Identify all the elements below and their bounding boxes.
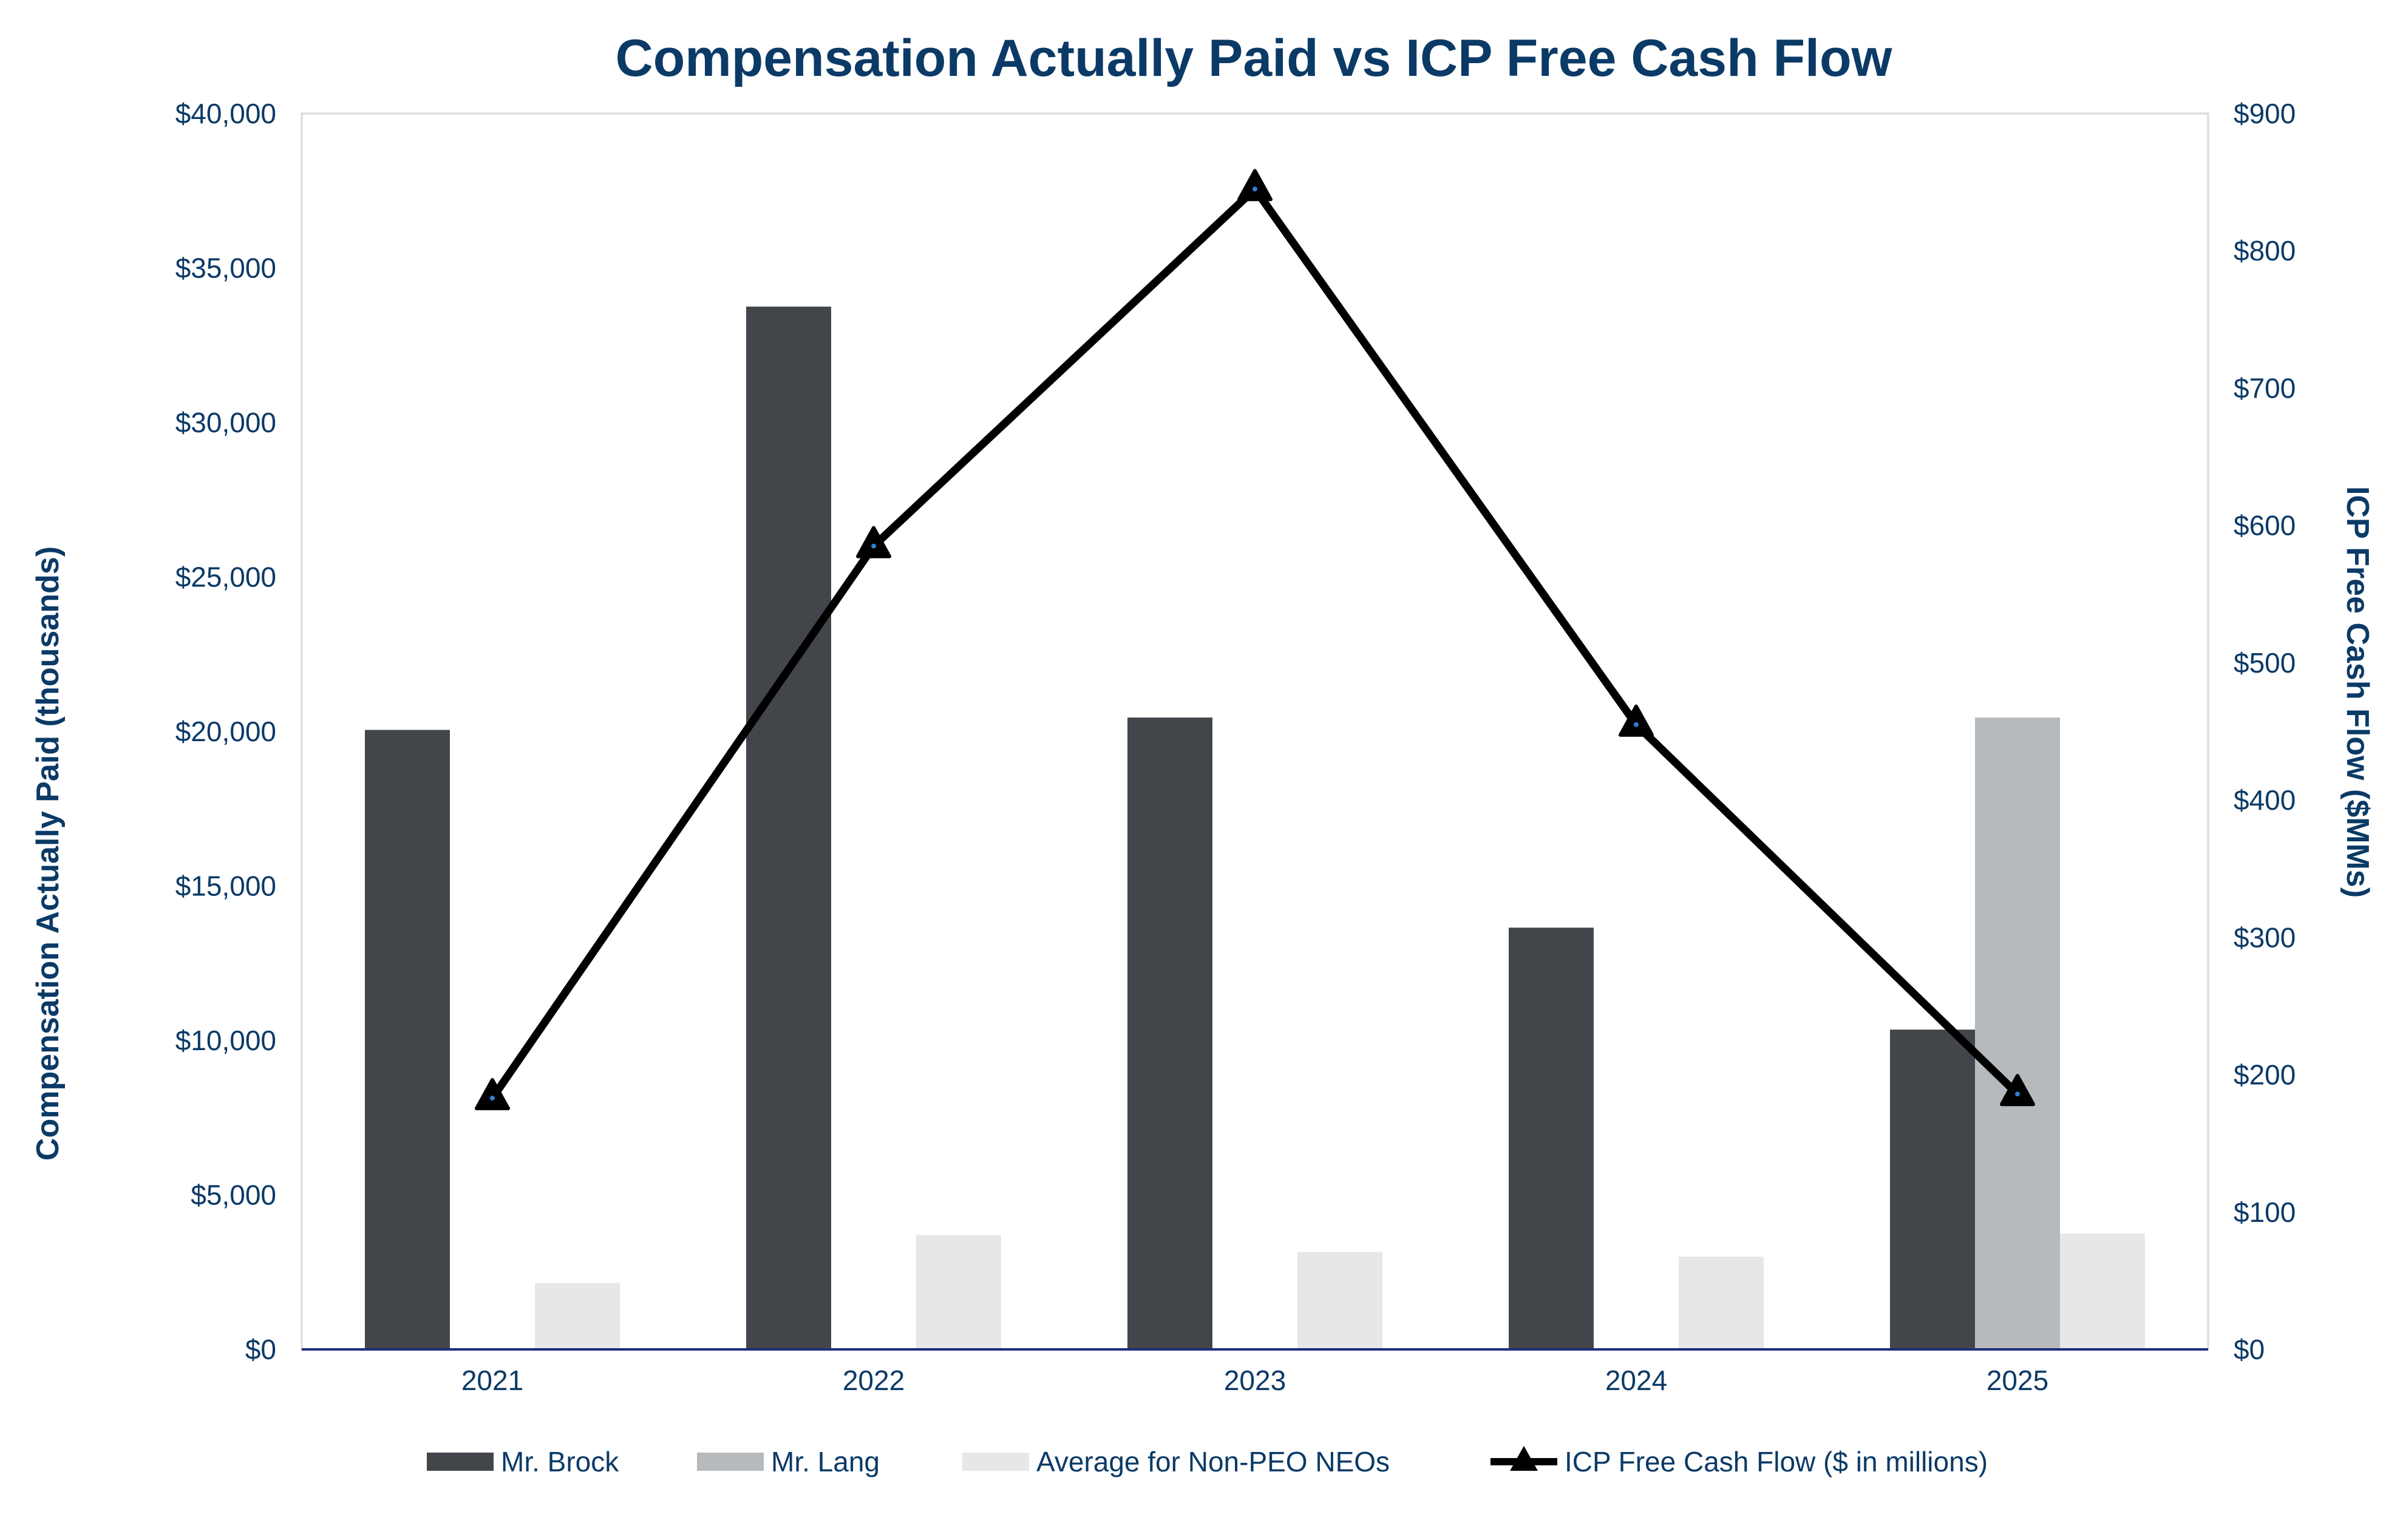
y-tick-label: $30,000 — [175, 407, 276, 438]
y2-tick-label: $400 — [2234, 784, 2296, 816]
line-point-dot — [1252, 186, 1257, 192]
y-axis-right: $0 $100 $200 $300 $400 $500 $600 $700 $800 $900 — [2234, 98, 2296, 1365]
bar-series — [365, 307, 2145, 1349]
y2-tick-label: $200 — [2234, 1059, 2296, 1091]
bar — [365, 730, 450, 1349]
line-point-marker — [1237, 169, 1273, 202]
y-tick-label: $10,000 — [175, 1025, 276, 1056]
line-point-dot — [490, 1096, 495, 1101]
y2-tick-label: $800 — [2234, 235, 2296, 266]
line-point-dot — [871, 543, 876, 549]
line-point-marker — [1619, 704, 1654, 737]
x-tick-label: 2025 — [1987, 1365, 2048, 1396]
line-point-marker — [2000, 1074, 2035, 1107]
legend-swatch — [697, 1453, 764, 1471]
line-point-marker — [856, 526, 891, 558]
y2-tick-label: $600 — [2234, 510, 2296, 541]
y2-tick-label: $700 — [2234, 372, 2296, 404]
legend-label: Mr. Brock — [501, 1446, 619, 1477]
y-tick-label: $0 — [245, 1334, 276, 1365]
y-axis-left: $0 $5,000 $10,000 $15,000 $20,000 $25,000 $30,… — [175, 98, 276, 1365]
line-series — [475, 169, 2035, 1111]
bar — [2060, 1233, 2145, 1349]
line-point-dot — [1634, 722, 1639, 727]
bar — [1679, 1257, 1764, 1349]
y2-tick-label: $900 — [2234, 98, 2296, 129]
line-point-dot — [2015, 1091, 2020, 1097]
legend-swatch — [427, 1453, 494, 1471]
bar — [746, 307, 831, 1349]
x-tick-label: 2021 — [461, 1365, 523, 1396]
y-tick-label: $20,000 — [175, 716, 276, 747]
bar — [1127, 717, 1212, 1349]
y2-tick-label: $0 — [2234, 1334, 2265, 1365]
legend-label: Mr. Lang — [771, 1446, 880, 1477]
y-tick-label: $15,000 — [175, 870, 276, 902]
legend-label: ICP Free Cash Flow ($ in millions) — [1565, 1446, 1988, 1477]
bar — [916, 1235, 1001, 1349]
y2-axis-title: ICP Free Cash Flow ($MMs) — [2340, 486, 2375, 898]
bar — [535, 1283, 620, 1349]
y2-tick-label: $300 — [2234, 921, 2296, 953]
legend-marker — [1510, 1446, 1538, 1471]
line-series-path — [489, 185, 2021, 1101]
line-point-marker — [475, 1078, 510, 1111]
x-tick-label: 2022 — [843, 1365, 905, 1396]
y-tick-label: $40,000 — [175, 98, 276, 129]
chart-title: Compensation Actually Paid vs ICP Free C… — [616, 29, 1893, 87]
bar — [1297, 1252, 1382, 1349]
y-tick-label: $35,000 — [175, 253, 276, 284]
bar — [1890, 1029, 1975, 1349]
y-tick-label: $5,000 — [191, 1179, 276, 1211]
y-axis-title: Compensation Actually Paid (thousands) — [30, 546, 66, 1161]
y-tick-label: $25,000 — [175, 561, 276, 593]
x-axis: 2021 2022 2023 2024 2025 — [461, 1365, 2048, 1396]
bar — [1975, 717, 2060, 1349]
y2-tick-label: $100 — [2234, 1196, 2296, 1228]
x-tick-label: 2024 — [1605, 1365, 1667, 1396]
x-tick-label: 2023 — [1224, 1365, 1286, 1396]
legend-swatch — [962, 1453, 1029, 1471]
y2-tick-label: $500 — [2234, 647, 2296, 679]
legend: Mr. Brock Mr. Lang Average for Non-PEO NEO… — [427, 1446, 1988, 1477]
bar — [1509, 928, 1594, 1349]
legend-label: Average for Non-PEO NEOs — [1036, 1446, 1390, 1477]
